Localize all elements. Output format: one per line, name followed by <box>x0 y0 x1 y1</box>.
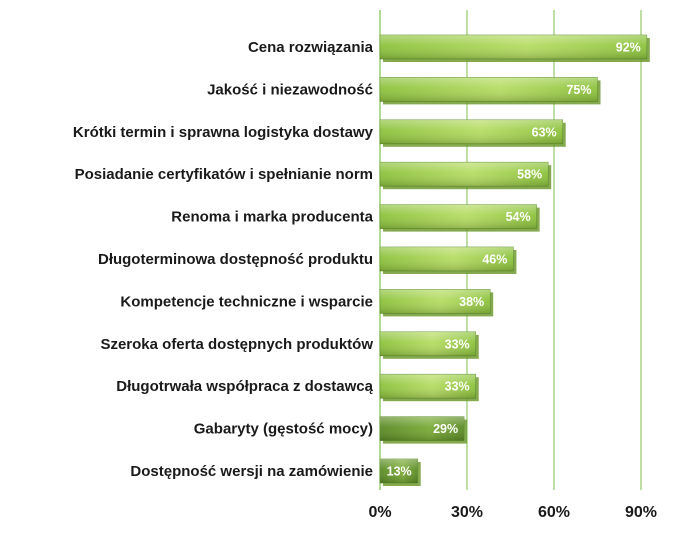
category-label: Długotrwała współpraca z dostawcą <box>116 378 373 395</box>
bar-highlight <box>380 459 418 483</box>
bar-highlight <box>380 162 549 187</box>
bar-highlight <box>380 35 647 59</box>
x-tick-label: 30% <box>451 504 483 521</box>
bars: 92% 75% 63% 58% 54% 46% 38% 33% 33% 29% 13% <box>379 34 650 486</box>
bar-value-label: 92% <box>616 41 641 55</box>
bar-highlight <box>380 289 491 314</box>
category-label: Gabaryty (gęstość mocy) <box>194 421 373 438</box>
bar-value-label: 38% <box>459 295 484 309</box>
bar-highlight <box>380 77 598 102</box>
x-axis-ticks: 0% 30% 60% 90% <box>368 504 657 521</box>
x-tick-label: 60% <box>538 504 570 521</box>
bar-highlight <box>380 331 476 356</box>
category-label: Szeroka oferta dostępnych produktów <box>100 336 373 353</box>
bar-value-label: 75% <box>566 83 591 97</box>
bar-value-label: 54% <box>506 210 531 224</box>
x-tick-label: 90% <box>625 504 657 521</box>
bar-highlight <box>380 374 476 399</box>
bar-highlight <box>380 416 465 441</box>
category-label: Krótki termin i sprawna logistyka dostaw… <box>73 124 374 141</box>
x-tick-label: 0% <box>368 504 391 521</box>
bar-value-label: 58% <box>517 168 542 182</box>
category-label: Cena rozwiązania <box>248 39 374 56</box>
category-labels: Cena rozwiązania Jakość i niezawodność Kró… <box>73 39 374 480</box>
bar-value-label: 13% <box>387 465 412 479</box>
category-label: Kompetencje techniczne i wsparcie <box>120 293 373 310</box>
bar-highlight <box>380 204 537 229</box>
category-label: Dostępność wersji na zamówienie <box>130 463 373 480</box>
category-label: Renoma i marka producenta <box>171 209 373 226</box>
bar-value-label: 63% <box>532 125 557 139</box>
bar-highlight <box>380 119 563 144</box>
bar-value-label: 46% <box>482 253 507 267</box>
bar-value-label: 29% <box>433 422 458 436</box>
bar-value-label: 33% <box>445 337 470 351</box>
category-label: Jakość i niezawodność <box>207 81 373 98</box>
bar-value-label: 33% <box>445 380 470 394</box>
category-label: Posiadanie certyfikatów i spełnianie nor… <box>75 166 373 183</box>
category-label: Długoterminowa dostępność produktu <box>98 251 373 268</box>
bar-highlight <box>380 247 514 271</box>
